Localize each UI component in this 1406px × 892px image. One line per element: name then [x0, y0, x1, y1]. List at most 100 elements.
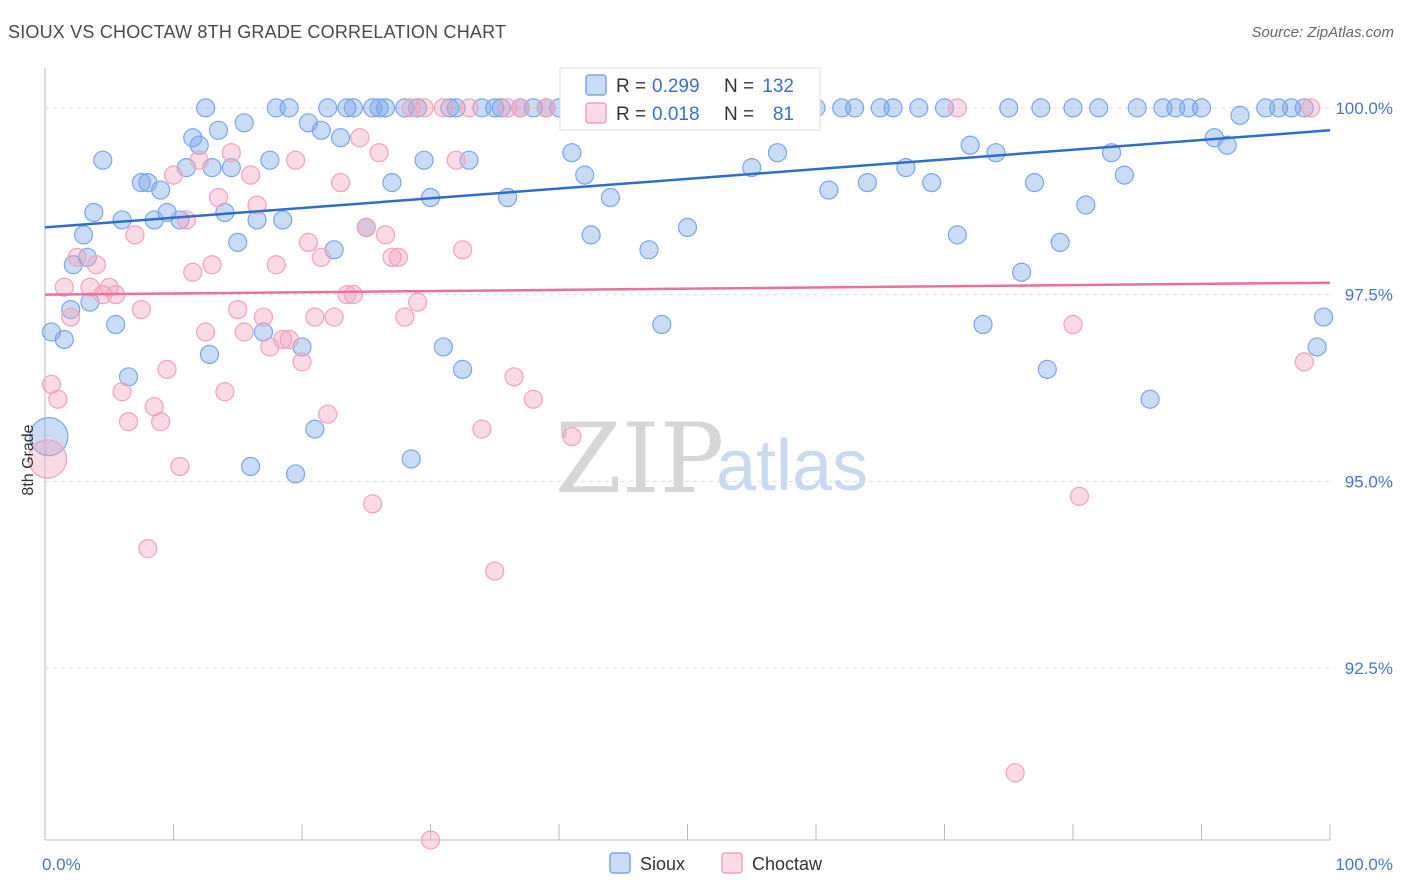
point-choctaw-69 [536, 98, 556, 118]
point-choctaw-29 [234, 322, 254, 342]
point-choctaw-13 [131, 299, 151, 320]
point-choctaw-35 [273, 329, 293, 350]
point-sioux-113 [1140, 389, 1160, 409]
point-choctaw-3 [61, 307, 81, 327]
point-choctaw-49 [363, 494, 383, 514]
point-sioux-22 [199, 344, 220, 365]
point-sioux-41 [318, 98, 338, 118]
watermark-atlas: atlas [716, 426, 868, 506]
grid-lines [45, 107, 1330, 669]
point-sioux-43 [330, 128, 351, 148]
point-sioux-4 [73, 225, 94, 245]
point-choctaw-34 [266, 255, 286, 275]
point-sioux-97 [947, 225, 967, 245]
point-choctaw-53 [388, 247, 408, 267]
legend-n-value-sioux: 132 [762, 76, 794, 97]
point-choctaw-22 [189, 150, 209, 170]
point-sioux-56 [433, 337, 453, 357]
point-sioux-82 [742, 158, 762, 178]
point-choctaw-61 [453, 240, 473, 260]
trend-lines [44, 129, 1331, 296]
point-sioux-105 [1037, 359, 1057, 379]
point-sioux-98 [960, 135, 980, 155]
point-choctaw-17 [157, 359, 177, 379]
point-choctaw-54 [395, 307, 415, 327]
y-tick-label-2: 95.0% [1345, 472, 1393, 491]
point-choctaw-20 [176, 210, 196, 230]
point-choctaw-30 [241, 165, 261, 185]
point-choctaw-48 [356, 217, 376, 238]
point-choctaw-37 [285, 150, 306, 170]
point-sioux-120 [1230, 105, 1250, 125]
point-sioux-53 [408, 98, 428, 118]
point-choctaw-12 [125, 225, 145, 245]
point-choctaw-36 [279, 329, 299, 350]
point-sioux-76 [652, 314, 672, 335]
point-sioux-57 [440, 98, 460, 118]
point-choctaw-74 [1069, 486, 1090, 506]
point-sioux-21 [196, 98, 216, 118]
point-choctaw-75 [1294, 352, 1314, 372]
point-choctaw-56 [408, 292, 428, 312]
point-choctaw-64 [485, 561, 505, 581]
point-choctaw-77 [27, 439, 68, 479]
legend-r-value-choctaw: 0.018 [652, 104, 700, 125]
point-sioux-19 [183, 128, 203, 148]
series-legend-label-choctaw: Choctaw [752, 854, 823, 874]
point-choctaw-62 [459, 98, 479, 118]
point-choctaw-31 [247, 195, 267, 215]
point-sioux-28 [234, 113, 254, 133]
point-choctaw-52 [382, 247, 402, 267]
y-tick-label-3: 92.5% [1345, 659, 1393, 678]
point-sioux-126 [1313, 307, 1334, 327]
point-sioux-1 [54, 329, 74, 350]
point-choctaw-76 [1301, 98, 1321, 118]
series-legend: Sioux Choctaw [609, 852, 823, 874]
point-choctaw-45 [337, 285, 357, 305]
point-choctaw-4 [67, 247, 87, 267]
point-sioux-24 [208, 120, 229, 140]
point-choctaw-8 [99, 277, 119, 297]
point-sioux-32 [260, 150, 280, 170]
point-sioux-17 [170, 210, 190, 230]
trend-line-choctaw [44, 281, 1331, 296]
point-sioux-124 [1294, 98, 1314, 118]
legend-r-label-sioux: R = [616, 76, 646, 97]
point-sioux-15 [151, 180, 171, 200]
point-sioux-27 [228, 232, 248, 252]
y-axis-label: 8th Grade [20, 424, 37, 495]
legend-swatch-choctaw [585, 102, 607, 124]
point-choctaw-18 [163, 165, 184, 185]
point-sioux-69 [562, 143, 582, 163]
point-choctaw-6 [86, 255, 107, 275]
point-sioux-103 [1024, 172, 1045, 193]
x-tick-labels: 0.0% 100.0% [42, 855, 1393, 874]
point-sioux-100 [986, 143, 1006, 163]
point-choctaw-38 [292, 352, 312, 372]
point-sioux-9 [106, 314, 126, 335]
y-tick-labels: 100.0% 97.5% 95.0% 92.5% [1335, 99, 1393, 678]
point-sioux-107 [1063, 98, 1083, 118]
point-sioux-52 [401, 449, 421, 469]
point-choctaw-39 [298, 232, 319, 252]
point-sioux-109 [1089, 98, 1109, 118]
point-sioux-119 [1217, 135, 1237, 155]
point-sioux-2 [61, 299, 81, 320]
point-sioux-112 [1127, 98, 1147, 118]
point-sioux-84 [767, 143, 788, 163]
point-choctaw-60 [446, 150, 466, 170]
point-sioux-87 [819, 180, 839, 200]
point-sioux-108 [1076, 195, 1096, 215]
point-choctaw-68 [523, 389, 543, 409]
point-sioux-35 [279, 98, 299, 118]
legend-n-label-sioux: N = [724, 76, 754, 97]
point-sioux-92 [883, 98, 903, 118]
point-sioux-101 [999, 98, 1019, 118]
x-tick-label-0: 0.0% [42, 855, 81, 874]
point-sioux-70 [575, 165, 595, 185]
point-choctaw-44 [330, 172, 351, 193]
point-choctaw-23 [196, 322, 216, 342]
point-sioux-104 [1031, 98, 1051, 118]
point-choctaw-41 [311, 247, 331, 267]
point-sioux-49 [375, 98, 396, 118]
